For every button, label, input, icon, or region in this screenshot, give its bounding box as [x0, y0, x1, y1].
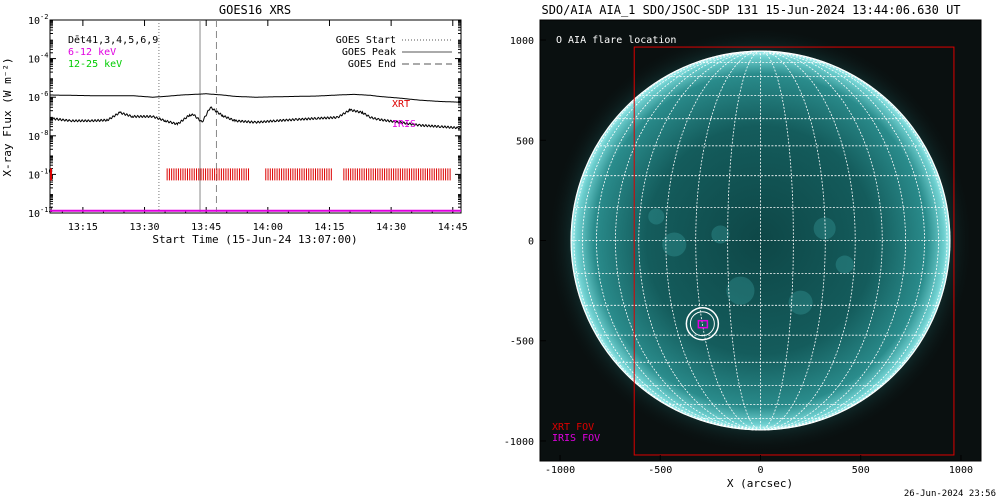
- xtick-label: 13:15: [68, 222, 98, 233]
- xrt-label: XRT: [392, 99, 410, 110]
- heliographic-grid: [570, 50, 951, 431]
- xtick-label: 14:00: [253, 222, 283, 233]
- aia-ytick-label: 1000: [510, 36, 534, 47]
- longitude-line: [760, 50, 794, 431]
- goes-ytick-labels: 10-2 10-4 10-6 10-8 10-10 10-12: [28, 13, 53, 220]
- xrt-fov-label: XRT FOV: [552, 422, 594, 433]
- goes-x-axis: 13:15 13:30 13:45 14:00 14:15 14:30 14:45 Star…: [61, 20, 468, 246]
- ytick-exponent: -6: [40, 90, 48, 98]
- goes-xlabel: Start Time (15-Jun-24 13:07:00): [152, 233, 357, 246]
- xtick-label: 14:45: [438, 222, 468, 233]
- ytick-label: 10-8: [28, 129, 48, 143]
- aia-xtick-label: -500: [648, 465, 672, 476]
- longitude-line: [760, 50, 826, 431]
- aia-xtick-label: -1000: [545, 465, 575, 476]
- longitude-line: [582, 50, 761, 431]
- xtick-label: 13:45: [191, 222, 221, 233]
- ytick-label: 10-4: [28, 52, 48, 66]
- ytick-label: 10-10: [28, 167, 53, 181]
- xrt-fov-box: [633, 46, 955, 456]
- goes-ylabel: X-ray Flux (W m⁻²): [1, 57, 14, 176]
- bright-region: [662, 232, 687, 257]
- longitude-line: [760, 50, 883, 431]
- bright-region: [788, 290, 813, 315]
- goes-legend-left: Dēt41,3,4,5,6,9 6-12 keV 12-25 keV: [68, 35, 158, 70]
- bright-region: [648, 208, 665, 225]
- aia-ytick-label: 500: [516, 136, 534, 147]
- legend-goes-end: GOES End: [348, 59, 396, 70]
- bright-region: [835, 255, 854, 274]
- aia-image: [548, 28, 973, 456]
- goes-legend-right: GOES Start GOES Peak GOES End: [336, 35, 452, 70]
- goes-panel: GOES16 XRS X-ray Flux (W m⁻²) 10-210-410…: [1, 3, 468, 246]
- limb-circle: [570, 50, 951, 431]
- xrt-observation-bars: [50, 168, 451, 181]
- aia-xtick-label: 0: [757, 465, 763, 476]
- bright-region: [726, 276, 755, 305]
- goes-title: GOES16 XRS: [219, 3, 291, 17]
- aia-xlabel: X (arcsec): [727, 477, 793, 490]
- goes-xtick-labels: 13:15 13:30 13:45 14:00 14:15 14:30 14:45: [68, 222, 468, 233]
- xtick-label: 14:30: [376, 222, 406, 233]
- aia-xtick-labels: -1000 -500 0 500 1000: [545, 465, 973, 476]
- longitude-line: [695, 50, 761, 431]
- aia-ytick-label: -1000: [504, 437, 534, 448]
- xtick-label: 14:15: [314, 222, 344, 233]
- xtick-label: 13:30: [129, 222, 159, 233]
- iris-label: IRIS: [392, 119, 416, 130]
- longitude-line: [760, 50, 939, 431]
- ytick-exponent: -2: [40, 13, 48, 21]
- bright-region: [711, 225, 730, 244]
- active-region-features: [648, 208, 854, 315]
- ytick-exponent: -10: [40, 167, 53, 175]
- legend-6-12kev: 6-12 keV: [68, 47, 116, 58]
- longitude-line: [760, 50, 856, 431]
- flare-marker: [685, 306, 720, 341]
- ytick-label: 10-12: [28, 206, 53, 220]
- aia-tick-marks: [540, 39, 962, 461]
- ytick-exponent: -12: [40, 206, 53, 214]
- ytick-exponent: -8: [40, 129, 48, 137]
- longitude-line: [573, 50, 761, 431]
- longitude-line: [614, 50, 761, 431]
- legend-goes-peak: GOES Peak: [342, 47, 396, 58]
- longitude-line: [760, 50, 907, 431]
- goes-event-markers: [158, 20, 217, 213]
- aia-ytick-labels: 1000 500 0 -500 -1000: [504, 36, 534, 448]
- ytick-label: 10-6: [28, 90, 48, 104]
- iris-fov-label: IRIS FOV: [552, 433, 600, 444]
- aia-ytick-label: -500: [510, 337, 534, 348]
- flare-circle: [685, 306, 720, 341]
- longitude-line: [595, 50, 761, 431]
- legend-12-25kev: 12-25 keV: [68, 59, 122, 70]
- ytick-exponent: -4: [40, 52, 48, 60]
- goes-plot-frame: [49, 19, 462, 214]
- aia-ytick-label: 0: [528, 237, 534, 248]
- goes-series-0: [50, 93, 461, 103]
- legend-detectors: Dēt41,3,4,5,6,9: [68, 35, 158, 46]
- longitude-line: [760, 50, 926, 431]
- longitude-line: [665, 50, 761, 431]
- legend-goes-start: GOES Start: [336, 35, 396, 46]
- aia-title: SDO/AIA AIA_1 SDO/JSOC-SDP 131 15-Jun-20…: [541, 3, 960, 17]
- goes-ytick-marks: [50, 19, 461, 214]
- longitude-line: [760, 50, 948, 431]
- iris-fov-box: [697, 319, 709, 329]
- longitude-line: [727, 50, 761, 431]
- goes-series-1: [49, 106, 462, 130]
- longitude-line: [638, 50, 761, 431]
- timestamp: 26-Jun-2024 23:56: [904, 489, 996, 499]
- bright-region: [813, 217, 836, 240]
- goes-series-lines: [49, 93, 462, 212]
- flare-circle-inner: [689, 311, 715, 337]
- aia-panel: SDO/AIA AIA_1 SDO/JSOC-SDP 131 15-Jun-20…: [504, 3, 996, 499]
- ytick-label: 10-2: [28, 13, 48, 27]
- aia-xtick-label: 1000: [949, 465, 973, 476]
- aia-xtick-label: 500: [852, 465, 870, 476]
- aia-flare-legend: O AIA flare location: [556, 35, 676, 46]
